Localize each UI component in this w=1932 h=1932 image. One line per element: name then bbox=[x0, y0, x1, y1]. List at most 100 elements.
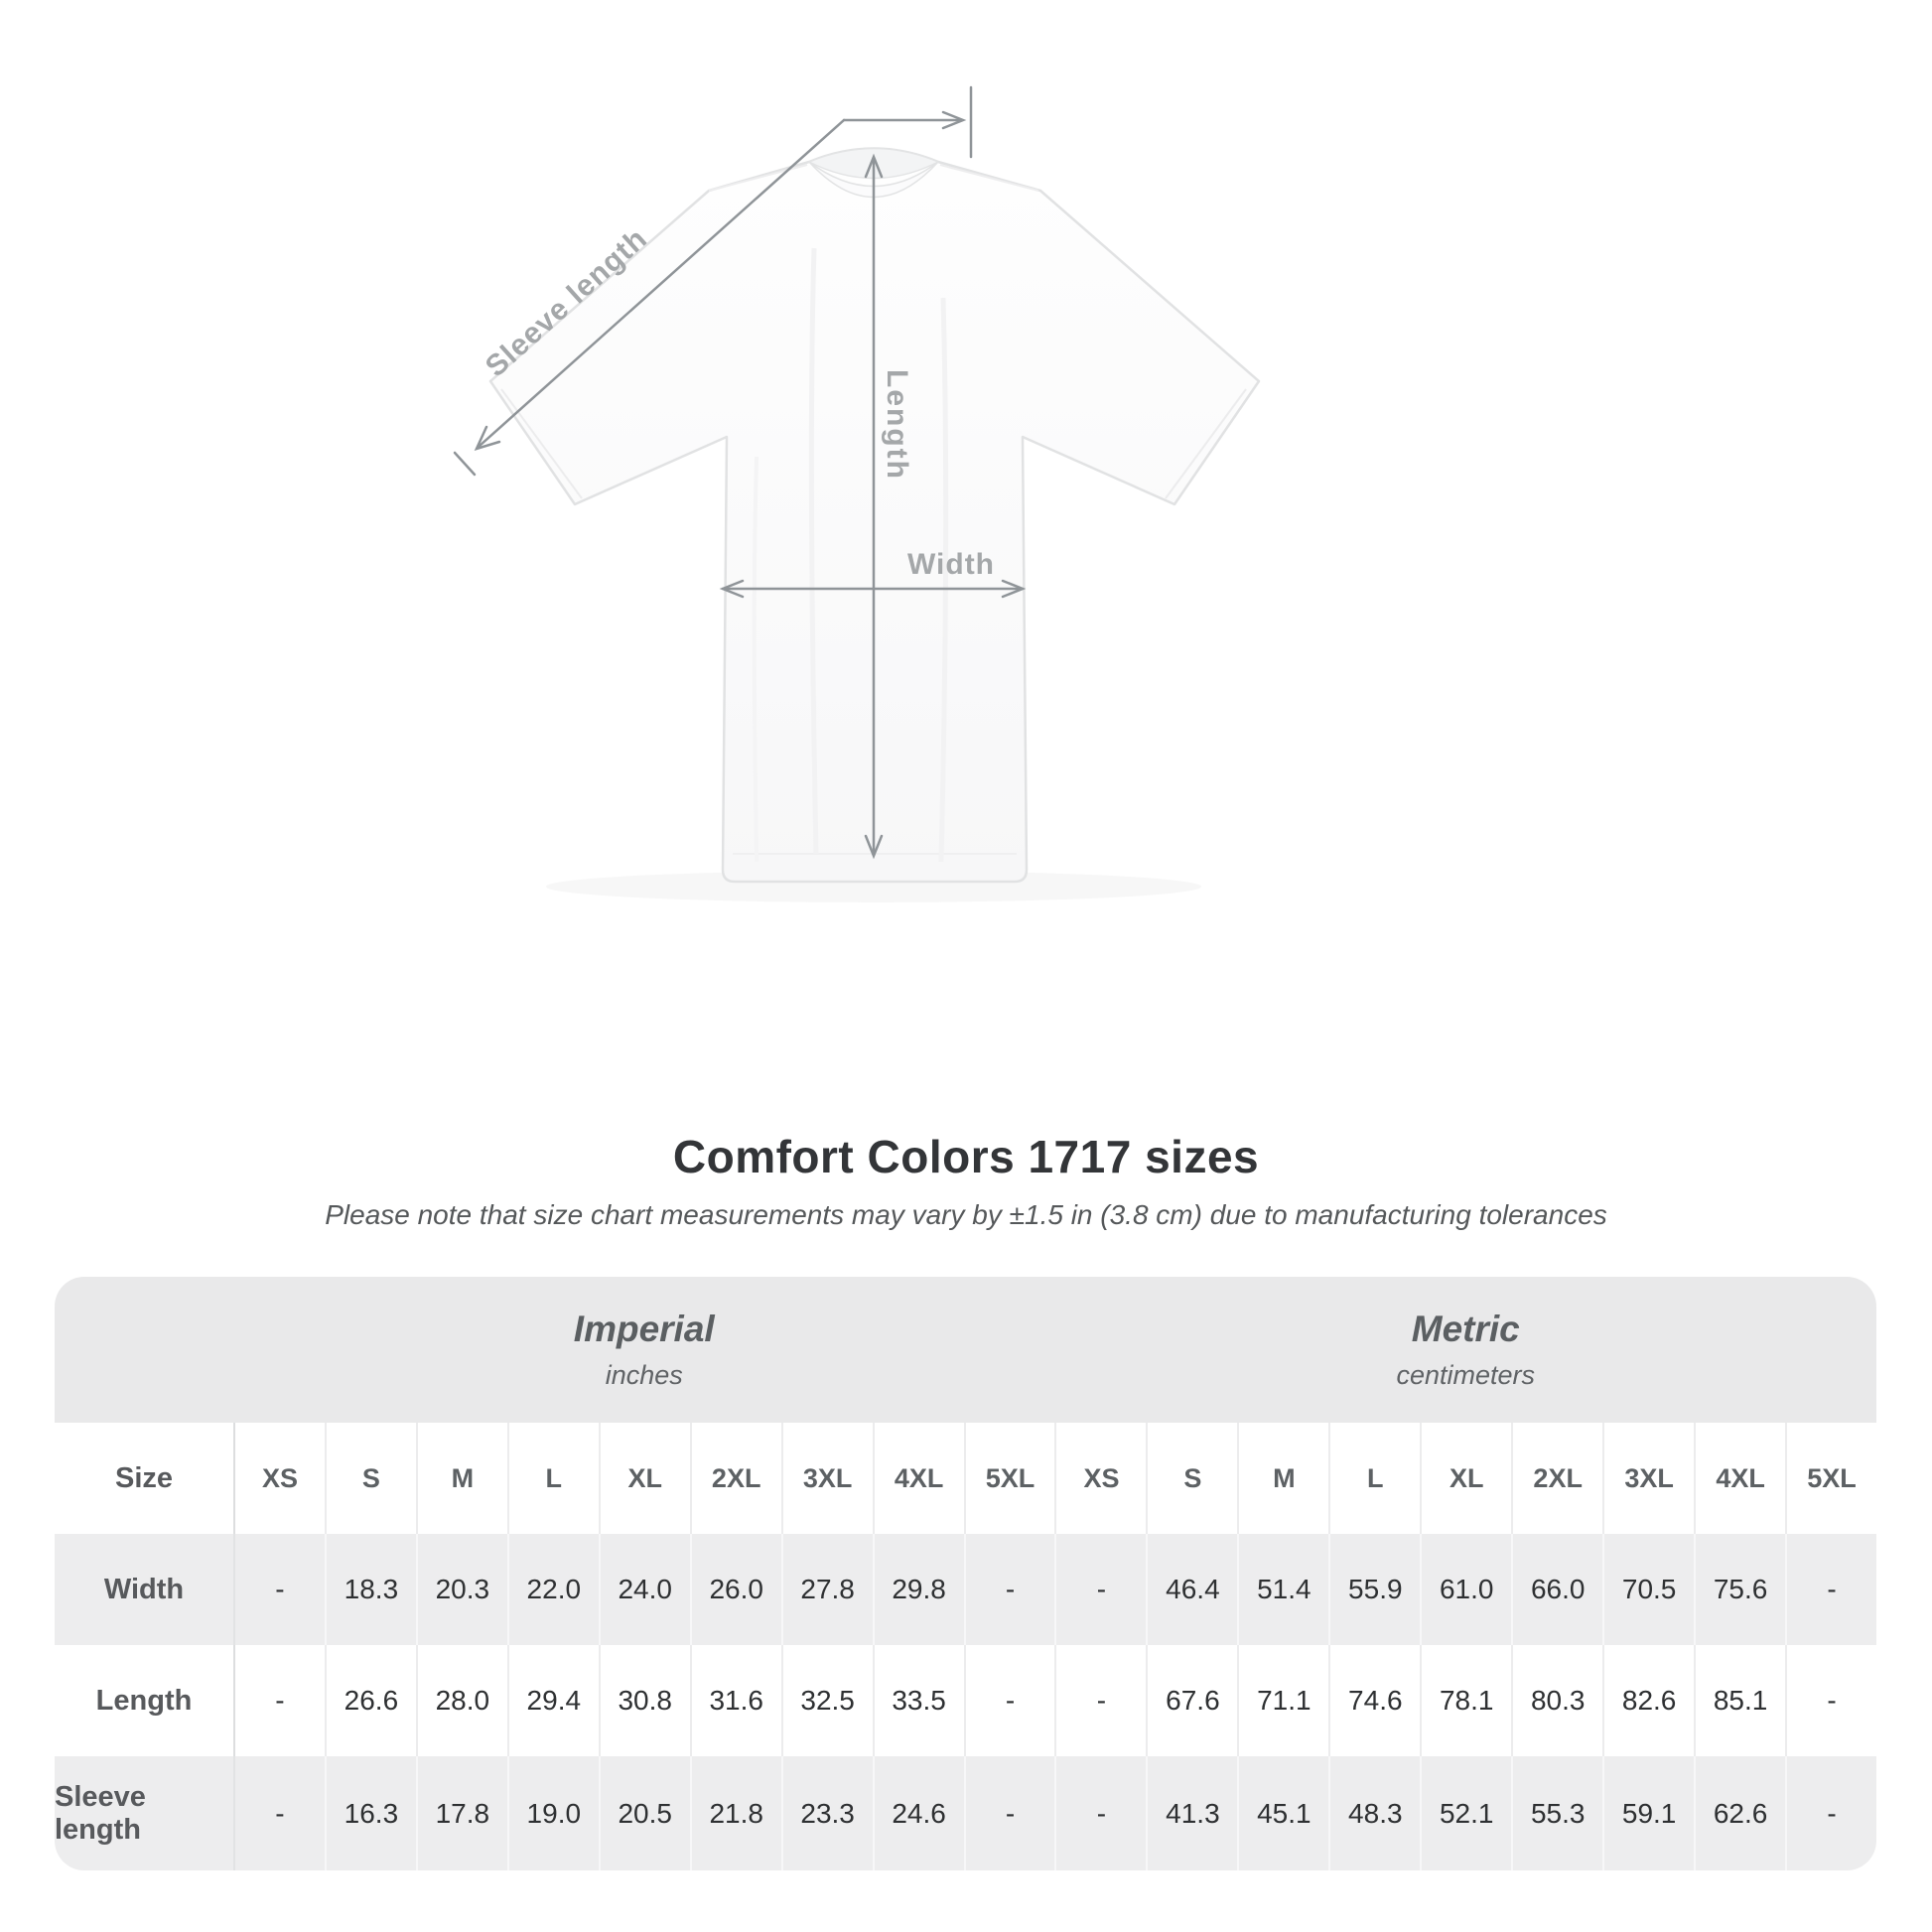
table-cell: - bbox=[233, 1645, 325, 1756]
table-cell: 24.0 bbox=[598, 1534, 690, 1645]
fabric-fold-1 bbox=[808, 247, 819, 855]
table-cell: 48.3 bbox=[1328, 1756, 1420, 1870]
table-cell: 22.0 bbox=[506, 1534, 599, 1645]
col-header-imperial-s: S bbox=[324, 1423, 416, 1534]
col-header-metric-4xl: 4XL bbox=[1694, 1423, 1785, 1534]
imperial-unit: inches bbox=[605, 1360, 683, 1390]
col-header-imperial-xl: XL bbox=[598, 1423, 690, 1534]
sleeve-arrowhead-end bbox=[474, 425, 501, 452]
table-cell: 46.4 bbox=[1146, 1534, 1237, 1645]
cuff-stitch-right bbox=[1165, 388, 1247, 499]
table-cell: 33.5 bbox=[872, 1645, 964, 1756]
units-band: Imperial inches Metric centimeters bbox=[55, 1277, 1876, 1423]
table-cell: 27.8 bbox=[780, 1534, 873, 1645]
collar-ribbing bbox=[808, 161, 939, 199]
table-cell: - bbox=[1785, 1534, 1876, 1645]
table-cell: - bbox=[1054, 1756, 1146, 1870]
table-row-width: Width - 18.3 20.3 22.0 24.0 26.0 27.8 29… bbox=[55, 1534, 1876, 1645]
table-cell: - bbox=[233, 1756, 325, 1870]
fabric-fold-3 bbox=[752, 456, 759, 863]
width-arrowhead-right bbox=[1001, 579, 1027, 599]
table-cell: 85.1 bbox=[1694, 1645, 1785, 1756]
length-arrowhead-top bbox=[864, 153, 884, 179]
table-cell: - bbox=[1785, 1756, 1876, 1870]
width-label: Width bbox=[907, 548, 995, 581]
metric-unit: centimeters bbox=[1396, 1360, 1536, 1390]
table-cell: 18.3 bbox=[324, 1534, 416, 1645]
tolerance-note: Please note that size chart measurements… bbox=[325, 1199, 1607, 1230]
metric-label: Metric bbox=[1411, 1309, 1520, 1349]
table-cell: - bbox=[963, 1534, 1055, 1645]
fabric-fold-2 bbox=[938, 297, 949, 863]
size-column-header: Size bbox=[114, 1461, 174, 1494]
table-cell: 55.3 bbox=[1511, 1756, 1602, 1870]
table-cell: 16.3 bbox=[324, 1756, 416, 1870]
col-header-metric-2xl: 2XL bbox=[1511, 1423, 1602, 1534]
col-header-imperial-xs: XS bbox=[233, 1423, 325, 1534]
col-header-imperial-3xl: 3XL bbox=[780, 1423, 873, 1534]
table-cell: 74.6 bbox=[1328, 1645, 1420, 1756]
table-cell: - bbox=[1054, 1645, 1146, 1756]
table-cell: 75.6 bbox=[1694, 1534, 1785, 1645]
table-cell: 28.0 bbox=[415, 1645, 507, 1756]
col-header-imperial-l: L bbox=[506, 1423, 599, 1534]
table-cell: 55.9 bbox=[1328, 1534, 1420, 1645]
table-cell: 62.6 bbox=[1694, 1756, 1785, 1870]
table-cell: - bbox=[1054, 1534, 1146, 1645]
table-cell: 71.1 bbox=[1237, 1645, 1328, 1756]
imperial-section-header: Imperial inches bbox=[233, 1309, 1055, 1391]
table-cell: 45.1 bbox=[1237, 1756, 1328, 1870]
table-cell: 26.6 bbox=[324, 1645, 416, 1756]
col-header-imperial-4xl: 4XL bbox=[872, 1423, 964, 1534]
row-label: Length bbox=[95, 1684, 193, 1717]
table-cell: - bbox=[963, 1756, 1055, 1870]
table-row-sleeve-length: Sleeve length - 16.3 17.8 19.0 20.5 21.8… bbox=[55, 1756, 1876, 1870]
table-cell: 82.6 bbox=[1602, 1645, 1694, 1756]
sleeve-arrow-diagonal bbox=[478, 118, 846, 448]
table-cell: 66.0 bbox=[1511, 1534, 1602, 1645]
table-cell: 70.5 bbox=[1602, 1534, 1694, 1645]
col-header-metric-5xl: 5XL bbox=[1785, 1423, 1876, 1534]
col-header-imperial-2xl: 2XL bbox=[689, 1423, 781, 1534]
table-cell: 30.8 bbox=[598, 1645, 690, 1756]
width-arrowhead-left bbox=[719, 579, 745, 599]
table-cell: 29.4 bbox=[506, 1645, 599, 1756]
table-cell: 32.5 bbox=[780, 1645, 873, 1756]
row-label: Sleeve length bbox=[55, 1780, 146, 1846]
table-cell: 61.0 bbox=[1420, 1534, 1511, 1645]
table-cell: - bbox=[1785, 1645, 1876, 1756]
length-label: Length bbox=[881, 369, 913, 481]
table-cell: 21.8 bbox=[689, 1756, 781, 1870]
table-cell: 31.6 bbox=[689, 1645, 781, 1756]
table-cell: 29.8 bbox=[872, 1534, 964, 1645]
cuff-stitch-left bbox=[500, 388, 583, 499]
table-cell: - bbox=[963, 1645, 1055, 1756]
col-header-metric-xl: XL bbox=[1420, 1423, 1511, 1534]
col-header-imperial-5xl: 5XL bbox=[963, 1423, 1055, 1534]
col-header-metric-xs: XS bbox=[1054, 1423, 1146, 1534]
chart-heading: Comfort Colors 1717 sizes Please note th… bbox=[0, 1130, 1932, 1231]
table-cell: 19.0 bbox=[506, 1756, 599, 1870]
col-header-imperial-m: M bbox=[415, 1423, 507, 1534]
table-cell: - bbox=[233, 1534, 325, 1645]
length-arrowhead-bottom bbox=[864, 834, 884, 860]
col-header-metric-m: M bbox=[1237, 1423, 1328, 1534]
table-cell: 17.8 bbox=[415, 1756, 507, 1870]
sleeve-end-tick bbox=[453, 451, 477, 477]
table-cell: 24.6 bbox=[872, 1756, 964, 1870]
table-row-length: Length - 26.6 28.0 29.4 30.8 31.6 32.5 3… bbox=[55, 1645, 1876, 1756]
sleeve-arrowhead-right bbox=[941, 110, 967, 130]
table-cell: 67.6 bbox=[1146, 1645, 1237, 1756]
table-cell: 20.3 bbox=[415, 1534, 507, 1645]
shoulder-seam-right bbox=[939, 164, 1039, 192]
row-label: Width bbox=[103, 1573, 185, 1605]
table-cell: 80.3 bbox=[1511, 1645, 1602, 1756]
table-cell: 52.1 bbox=[1420, 1756, 1511, 1870]
col-header-metric-s: S bbox=[1146, 1423, 1237, 1534]
tshirt-measurement-diagram: Sleeve length Length Width bbox=[453, 85, 1261, 884]
table-cell: 26.0 bbox=[689, 1534, 781, 1645]
size-header-row: Size XS S M L XL 2XL 3XL 4XL 5XL XS S M … bbox=[55, 1423, 1876, 1534]
measurement-annotations bbox=[453, 85, 1027, 860]
imperial-label: Imperial bbox=[573, 1309, 715, 1349]
